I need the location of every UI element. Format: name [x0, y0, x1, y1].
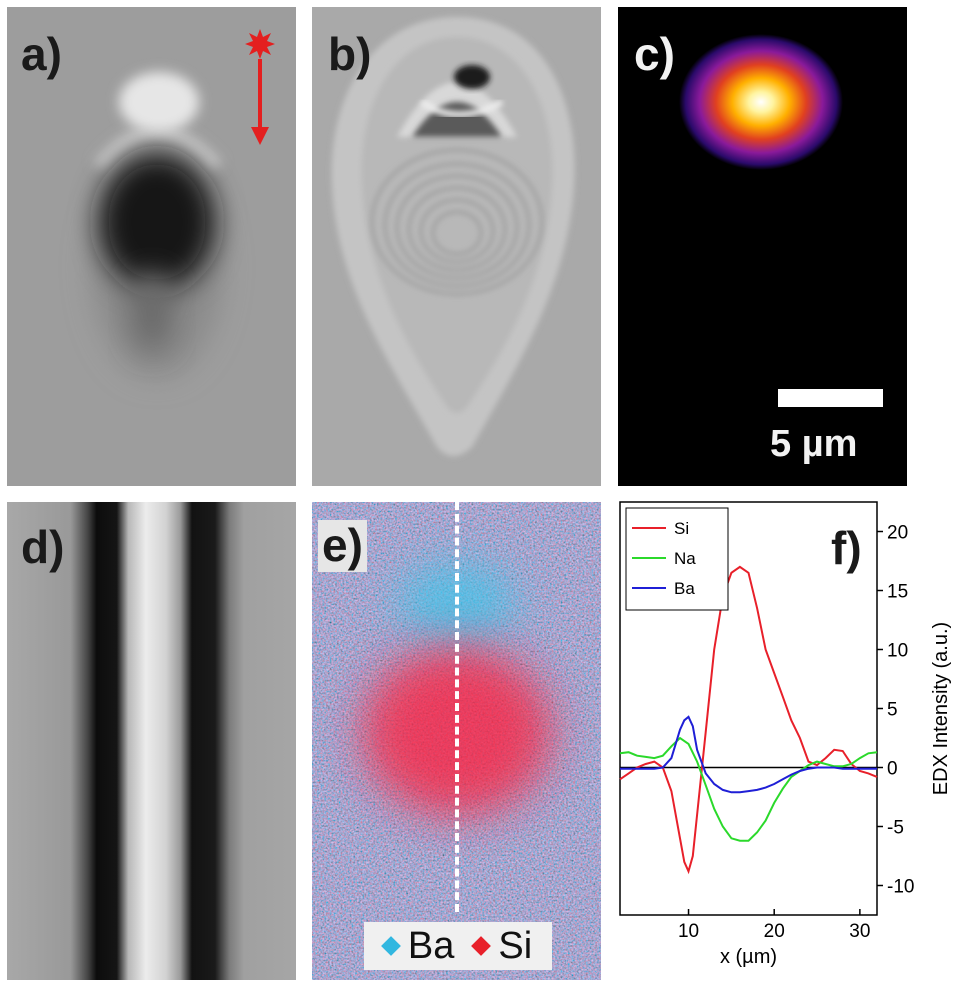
y-tick-label: 0: [887, 759, 898, 780]
panel-label: e): [318, 520, 367, 572]
panel-label: f): [831, 522, 862, 574]
panel-a-image: [7, 7, 296, 486]
panel-label: c): [634, 28, 675, 80]
x-tick-label: 20: [764, 921, 785, 942]
y-tick-label: -10: [887, 877, 914, 898]
legend-label-na: Na: [674, 549, 696, 568]
laser-direction-icon: [245, 29, 275, 145]
line-scan-path: [455, 502, 459, 912]
x-axis-label: x (µm): [720, 946, 777, 968]
legend-label-ba: Ba: [674, 579, 695, 598]
panel-label: d): [21, 521, 65, 573]
edx-line-chart: 10 20 30 -10 -5 0 5 10 15 20 x (µm) EDX Intensit…: [619, 501, 952, 968]
y-axis-label: EDX Intensity (a.u.): [930, 622, 952, 795]
legend-label-si: Si: [498, 924, 533, 967]
ba-marker-icon: [380, 936, 401, 956]
series-line-na: [619, 736, 878, 842]
legend-label-si: Si: [674, 519, 689, 538]
series-line-si: [619, 565, 878, 875]
panel-a: a): [7, 7, 296, 486]
panel-label: b): [328, 28, 372, 80]
panel-d-image: [7, 502, 296, 980]
panel-f: 10 20 30 -10 -5 0 5 10 15 20 x (µm) EDX Intensit…: [605, 497, 967, 1000]
legend-label-ba: Ba: [407, 924, 455, 967]
scale-bar-label: 5 µm: [770, 423, 858, 465]
x-tick-label: 30: [849, 921, 870, 942]
y-tick-label: 20: [887, 523, 908, 544]
y-tick-label: -5: [887, 818, 904, 839]
y-tick-label: 15: [887, 582, 908, 603]
panel-e: e) Ba Si: [312, 502, 601, 980]
scale-bar: [778, 389, 883, 407]
panel-b: b): [312, 7, 601, 486]
panel-c-image: [679, 34, 843, 170]
panel-label: a): [21, 28, 62, 80]
y-tick-label: 10: [887, 641, 908, 662]
chart-legend: Si Na Ba: [625, 507, 729, 611]
x-tick-label: 10: [678, 921, 699, 942]
si-marker-icon: [471, 936, 492, 956]
panel-c: 5 µm c): [618, 7, 907, 486]
panel-b-image: [312, 7, 601, 486]
panel-d: d): [7, 502, 296, 980]
element-legend: Ba Si: [364, 922, 552, 970]
series-line-ba: [620, 715, 877, 794]
y-tick-label: 5: [887, 700, 898, 721]
